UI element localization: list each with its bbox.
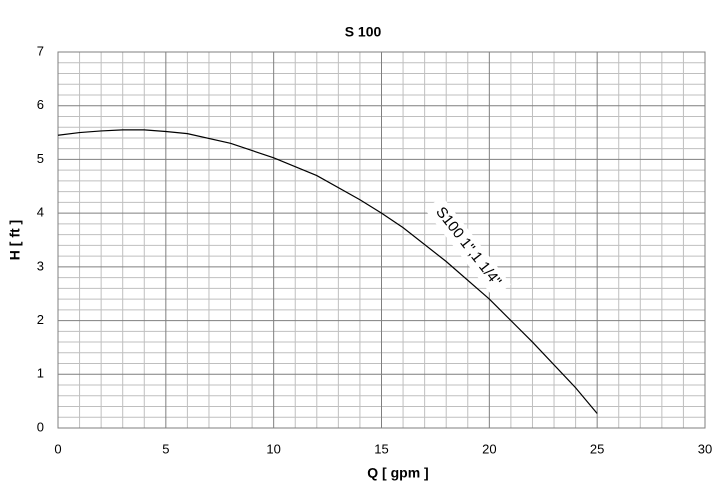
y-tick-label: 3: [37, 258, 44, 273]
plot-border: [57, 51, 706, 429]
y-tick-label: 0: [37, 419, 44, 434]
y-tick-label: 5: [37, 151, 44, 166]
x-tick-label: 20: [482, 441, 496, 456]
annotation-background: [424, 196, 512, 298]
x-tick-label: 5: [162, 441, 169, 456]
chart-title: S 100: [345, 24, 382, 40]
plot: [57, 129, 598, 414]
y-axis-label: H [ ft ]: [7, 220, 23, 260]
y-tick-label: 7: [37, 43, 44, 58]
y-tick-label: 6: [37, 97, 44, 112]
grid: 0 5 10 15 20 25 30 0 1 2 3 4 5 6 7: [37, 43, 712, 456]
y-tick-label: 2: [37, 312, 44, 327]
x-tick-label: 10: [266, 441, 280, 456]
x-tick-label: 0: [54, 441, 61, 456]
line-series: [57, 129, 598, 414]
x-tick-label: 30: [698, 441, 712, 456]
x-axis-label: Q [ gpm ]: [367, 465, 428, 481]
y-tick-label: 1: [37, 366, 44, 381]
y-tick-label: 4: [37, 205, 44, 220]
x-tick-label: 25: [590, 441, 604, 456]
x-tick-label: 15: [374, 441, 388, 456]
